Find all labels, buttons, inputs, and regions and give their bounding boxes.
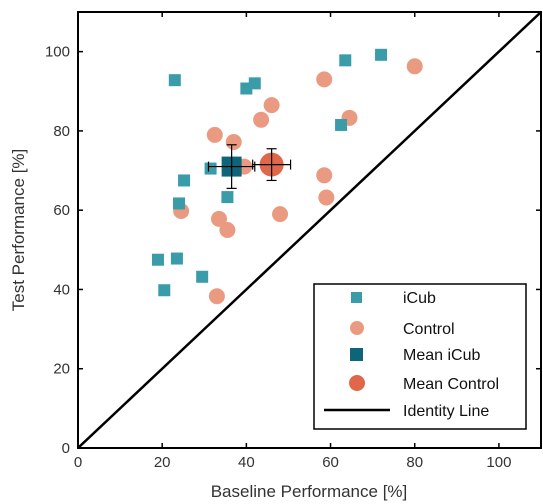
y-axis-label: Test Performance [%] <box>9 149 28 312</box>
icub-point <box>375 48 388 61</box>
y-tick-label: 60 <box>53 202 70 219</box>
legend-mean-icub-swatch <box>350 348 363 361</box>
control-point <box>272 206 289 223</box>
x-tick-label: 0 <box>74 454 82 471</box>
control-point <box>219 222 236 238</box>
icub-point <box>151 253 164 266</box>
control-point <box>406 58 423 75</box>
legend-icub-label: iCub <box>403 290 436 307</box>
icub-point <box>339 54 352 67</box>
x-tick-label: 60 <box>322 454 339 471</box>
plot-frame <box>77 11 542 449</box>
icub-point <box>248 77 261 90</box>
mean-markers <box>207 144 292 189</box>
x-tick-label: 20 <box>154 454 171 471</box>
y-tick-label: 20 <box>53 361 70 378</box>
control-point <box>208 288 225 305</box>
legend: iCub Control Mean iCub Mean Control Iden… <box>313 283 527 430</box>
legend-identity-label: Identity Line <box>403 403 489 420</box>
control-point <box>211 210 228 227</box>
y-tick-label: 100 <box>45 44 70 61</box>
legend-control-swatch <box>350 321 364 335</box>
icub-point <box>168 74 181 87</box>
legend-icub-swatch <box>351 292 362 303</box>
control-point <box>253 111 270 128</box>
data-points <box>151 48 423 305</box>
control-point <box>206 126 223 143</box>
legend-mean-control-label: Mean Control <box>403 376 499 393</box>
control-point <box>225 134 242 151</box>
control-point <box>316 167 333 184</box>
icub-point <box>158 284 171 297</box>
y-tick-label: 0 <box>62 440 70 457</box>
control-point <box>263 97 280 114</box>
legend-box <box>313 283 527 430</box>
control-point <box>316 71 333 88</box>
identity-line <box>78 12 541 448</box>
x-tick-label: 100 <box>486 454 511 471</box>
y-tick-label: 40 <box>53 281 70 298</box>
icub-point <box>170 252 183 265</box>
icub-point <box>173 197 186 210</box>
x-tick-label: 80 <box>406 454 423 471</box>
x-axis-label: Baseline Performance [%] <box>211 482 408 501</box>
icub-point <box>204 162 217 175</box>
icub-point <box>221 191 234 204</box>
legend-mean-control-swatch <box>349 375 365 391</box>
y-tick-label: 80 <box>53 123 70 140</box>
x-tick-label: 40 <box>238 454 255 471</box>
icub-point <box>196 270 209 283</box>
legend-control-label: Control <box>403 321 455 338</box>
icub-point <box>178 174 191 187</box>
axis-ticks: 0 20 40 60 80 100 0 20 40 60 80 100 <box>45 12 541 471</box>
legend-mean-icub-label: Mean iCub <box>403 347 480 364</box>
control-point <box>318 189 335 206</box>
icub-point <box>335 118 348 131</box>
